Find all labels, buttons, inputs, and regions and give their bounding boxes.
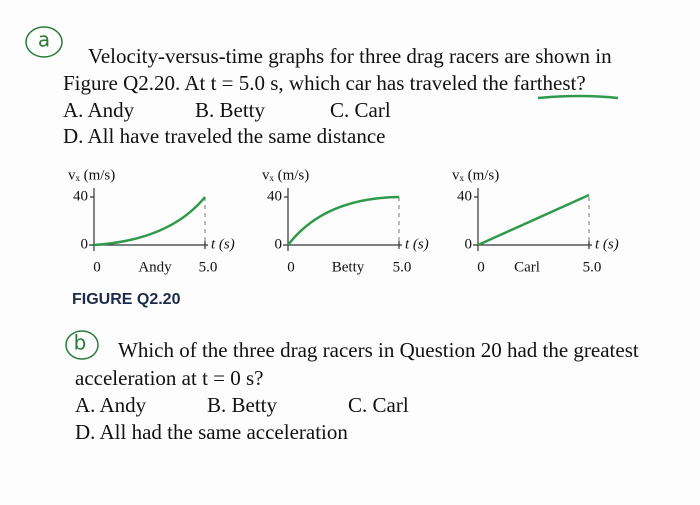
x-axis-label: t (s) <box>211 236 235 252</box>
curve <box>477 193 590 247</box>
x-tick-label: 5.0 <box>583 259 602 275</box>
figure: vₓ (m/s) 40 0 t (s) 0 Andy 5.0 vₓ (m/s) 40 0 t (s)… <box>68 167 619 275</box>
question-line: Velocity-versus-time graphs for three dr… <box>88 44 612 68</box>
axis <box>473 188 592 251</box>
y-tick-label: 40 <box>457 188 472 204</box>
marker: b <box>74 331 87 355</box>
marker: a <box>38 28 50 52</box>
axis <box>89 188 208 251</box>
graph-name: Betty <box>332 259 365 275</box>
graph: vₓ (m/s) 40 0 t (s) 0 Carl 5.0 <box>452 167 619 275</box>
y-tick-label: 40 <box>73 188 88 204</box>
option: C. Carl <box>330 98 391 122</box>
option: B. Betty <box>195 98 266 122</box>
question-line: Which of the three drag racers in Questi… <box>118 338 639 362</box>
option: A. Andy <box>63 98 135 122</box>
option: A. Andy <box>75 393 147 417</box>
curve <box>287 195 400 246</box>
underline <box>537 94 619 100</box>
y-tick-label: 0 <box>81 236 89 252</box>
graph: vₓ (m/s) 40 0 t (s) 0 Andy 5.0 <box>68 167 235 275</box>
graph: vₓ (m/s) 40 0 t (s) 0 Betty 5.0 <box>262 167 429 275</box>
curve <box>93 196 206 247</box>
option: D. All had the same acceleration <box>75 420 348 444</box>
x-tick-label: 0 <box>477 259 485 275</box>
x-axis-label: t (s) <box>595 236 619 252</box>
option: D. All have traveled the same distance <box>63 124 385 148</box>
y-tick-label: 0 <box>275 236 283 252</box>
y-tick-label: 40 <box>267 188 282 204</box>
graph-name: Andy <box>138 259 172 275</box>
option: B. Betty <box>207 393 278 417</box>
x-axis-label: t (s) <box>405 236 429 252</box>
y-axis-label: vₓ (m/s) <box>452 167 499 183</box>
x-tick-label: 0 <box>287 259 295 275</box>
graph-name: Carl <box>514 259 540 275</box>
figure-caption: FIGURE Q2.20 <box>72 291 181 308</box>
y-axis-label: vₓ (m/s) <box>262 167 309 183</box>
y-axis-label: vₓ (m/s) <box>68 167 115 183</box>
question-line: acceleration at t = 0 s? <box>75 366 264 390</box>
x-tick-label: 5.0 <box>199 259 218 275</box>
x-tick-label: 0 <box>93 259 101 275</box>
question-line: Figure Q2.20. At t = 5.0 s, which car ha… <box>63 71 586 95</box>
y-tick-label: 0 <box>465 236 473 252</box>
axis <box>283 188 402 251</box>
option: C. Carl <box>348 393 409 417</box>
marker-circle <box>25 26 63 58</box>
marker-circle <box>65 330 99 360</box>
x-tick-label: 5.0 <box>393 259 412 275</box>
